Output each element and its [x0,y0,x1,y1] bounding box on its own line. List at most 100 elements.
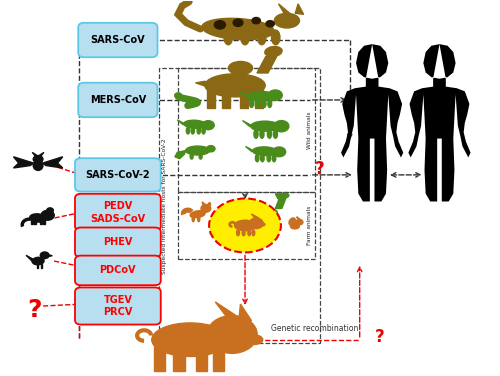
Polygon shape [32,152,38,156]
FancyBboxPatch shape [75,194,160,231]
Text: Farm animals: Farm animals [308,206,312,245]
Ellipse shape [268,100,272,108]
Ellipse shape [260,155,264,162]
FancyBboxPatch shape [256,85,263,108]
FancyBboxPatch shape [75,158,160,191]
Text: MERS-CoV: MERS-CoV [90,95,146,105]
Ellipse shape [32,257,44,265]
Bar [160,68,320,343]
Text: ?: ? [315,160,324,178]
Ellipse shape [234,220,256,231]
Ellipse shape [252,230,255,236]
Ellipse shape [265,47,282,57]
Polygon shape [42,157,62,168]
Ellipse shape [197,127,200,134]
Polygon shape [246,146,252,152]
Circle shape [206,146,215,152]
Ellipse shape [241,30,249,45]
Polygon shape [202,202,206,205]
Text: ?: ? [375,328,384,346]
Circle shape [214,21,226,29]
Ellipse shape [260,130,264,138]
Ellipse shape [186,146,210,155]
FancyBboxPatch shape [252,214,256,226]
Ellipse shape [202,18,274,40]
Text: PHEV: PHEV [103,237,132,247]
Ellipse shape [290,223,300,229]
FancyBboxPatch shape [78,23,158,57]
Circle shape [201,205,211,212]
Circle shape [40,252,49,259]
Circle shape [296,220,303,225]
Ellipse shape [242,230,245,236]
Polygon shape [296,217,300,220]
FancyBboxPatch shape [240,85,248,108]
Circle shape [202,121,214,130]
Circle shape [252,17,260,24]
Text: PEDV
SADS-CoV: PEDV SADS-CoV [90,201,146,224]
Circle shape [249,218,263,229]
Text: Genetic recombination: Genetic recombination [271,324,358,333]
Polygon shape [242,121,250,127]
Ellipse shape [191,127,194,134]
Ellipse shape [268,130,272,138]
Text: TGEV
PRCV: TGEV PRCV [103,295,132,317]
FancyBboxPatch shape [260,214,264,226]
Circle shape [33,156,43,163]
Polygon shape [246,209,252,215]
Ellipse shape [190,154,193,159]
Ellipse shape [280,193,289,198]
Ellipse shape [252,208,278,217]
FancyBboxPatch shape [154,346,165,371]
Polygon shape [14,157,34,168]
FancyBboxPatch shape [75,288,160,324]
Polygon shape [257,56,276,73]
FancyBboxPatch shape [222,85,230,108]
Circle shape [47,208,54,213]
Ellipse shape [250,100,254,108]
Polygon shape [278,4,289,13]
Ellipse shape [256,100,259,108]
FancyBboxPatch shape [37,264,38,268]
Ellipse shape [252,147,278,156]
Ellipse shape [186,127,190,134]
FancyBboxPatch shape [196,346,207,371]
Polygon shape [26,255,32,261]
Ellipse shape [272,30,280,45]
Polygon shape [216,302,238,317]
Ellipse shape [246,335,263,344]
Polygon shape [175,150,186,159]
PathPatch shape [341,44,404,202]
Ellipse shape [30,214,46,222]
Text: Suspected intermediate hosts for SARS-CoV-2: Suspected intermediate hosts for SARS-Co… [162,138,166,274]
Circle shape [233,19,243,26]
Circle shape [207,315,257,353]
Ellipse shape [33,161,43,170]
Ellipse shape [236,230,240,236]
Polygon shape [38,152,44,156]
Polygon shape [252,214,259,218]
Circle shape [266,21,274,27]
Polygon shape [239,91,246,97]
Polygon shape [177,120,184,125]
FancyBboxPatch shape [212,346,224,371]
Circle shape [272,147,285,157]
Ellipse shape [248,230,250,236]
FancyBboxPatch shape [41,264,42,268]
Text: SARS-CoV-2: SARS-CoV-2 [86,170,150,180]
Ellipse shape [205,74,265,97]
Ellipse shape [258,30,266,45]
FancyBboxPatch shape [75,227,160,257]
Ellipse shape [192,217,194,221]
Ellipse shape [272,155,276,162]
Ellipse shape [184,120,206,129]
Ellipse shape [198,217,200,221]
FancyBboxPatch shape [174,346,184,371]
Ellipse shape [262,100,266,108]
Ellipse shape [274,13,299,28]
FancyBboxPatch shape [274,214,278,226]
Ellipse shape [199,154,202,159]
Ellipse shape [152,323,228,356]
Polygon shape [207,202,211,205]
PathPatch shape [408,44,470,202]
